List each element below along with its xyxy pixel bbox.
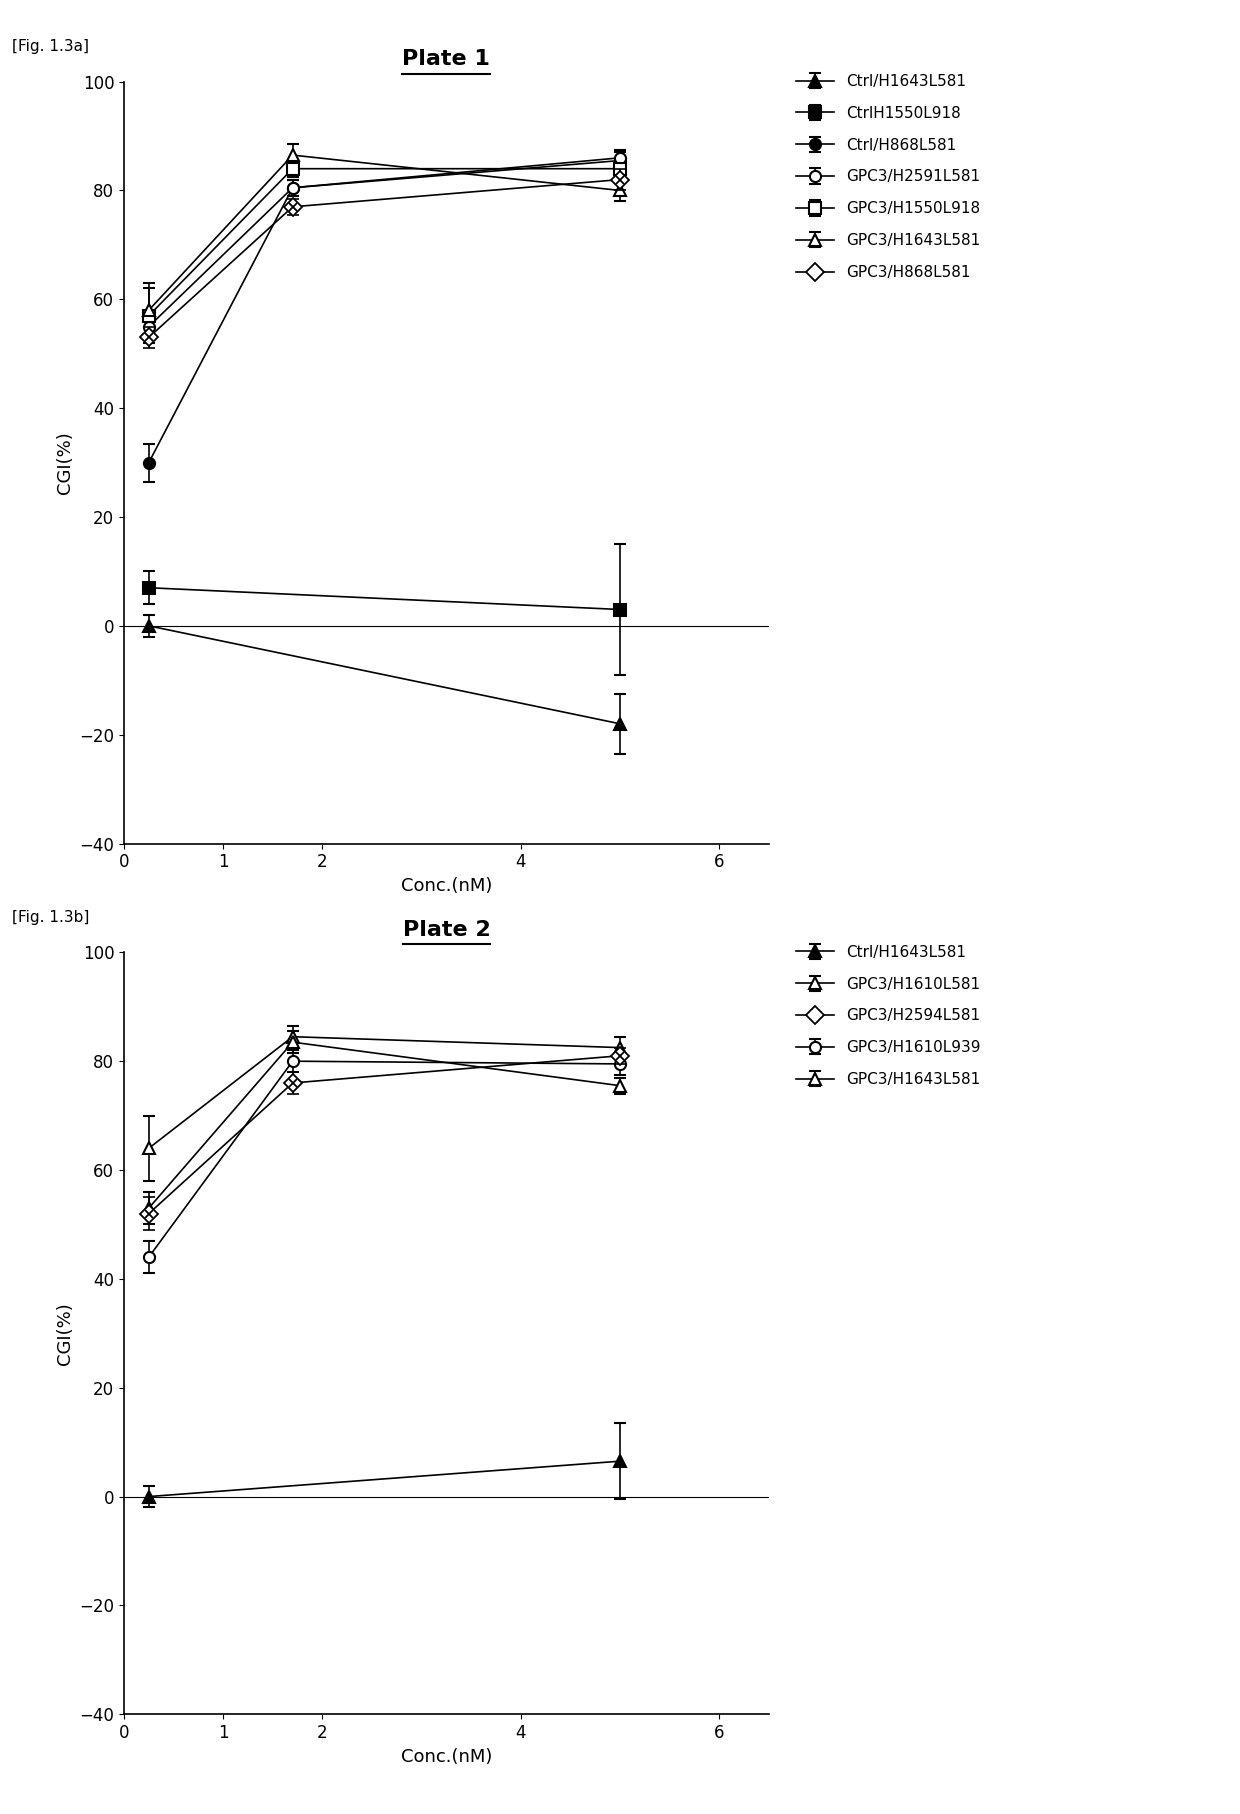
Y-axis label: CGI(%): CGI(%) bbox=[56, 1302, 73, 1364]
X-axis label: Conc.(nM): Conc.(nM) bbox=[401, 876, 492, 894]
Legend: Ctrl/H1643L581, CtrlH1550L918, Ctrl/H868L581, GPC3/H2591L581, GPC3/H1550L918, GP: Ctrl/H1643L581, CtrlH1550L918, Ctrl/H868… bbox=[796, 74, 981, 279]
Y-axis label: CGI(%): CGI(%) bbox=[56, 432, 73, 493]
Title: Plate 2: Plate 2 bbox=[403, 920, 490, 940]
Text: [Fig. 1.3a]: [Fig. 1.3a] bbox=[12, 40, 89, 54]
Text: [Fig. 1.3b]: [Fig. 1.3b] bbox=[12, 911, 89, 925]
X-axis label: Conc.(nM): Conc.(nM) bbox=[401, 1747, 492, 1765]
Legend: Ctrl/H1643L581, GPC3/H1610L581, GPC3/H2594L581, GPC3/H1610L939, GPC3/H1643L581: Ctrl/H1643L581, GPC3/H1610L581, GPC3/H25… bbox=[796, 945, 981, 1087]
Title: Plate 1: Plate 1 bbox=[403, 49, 490, 69]
